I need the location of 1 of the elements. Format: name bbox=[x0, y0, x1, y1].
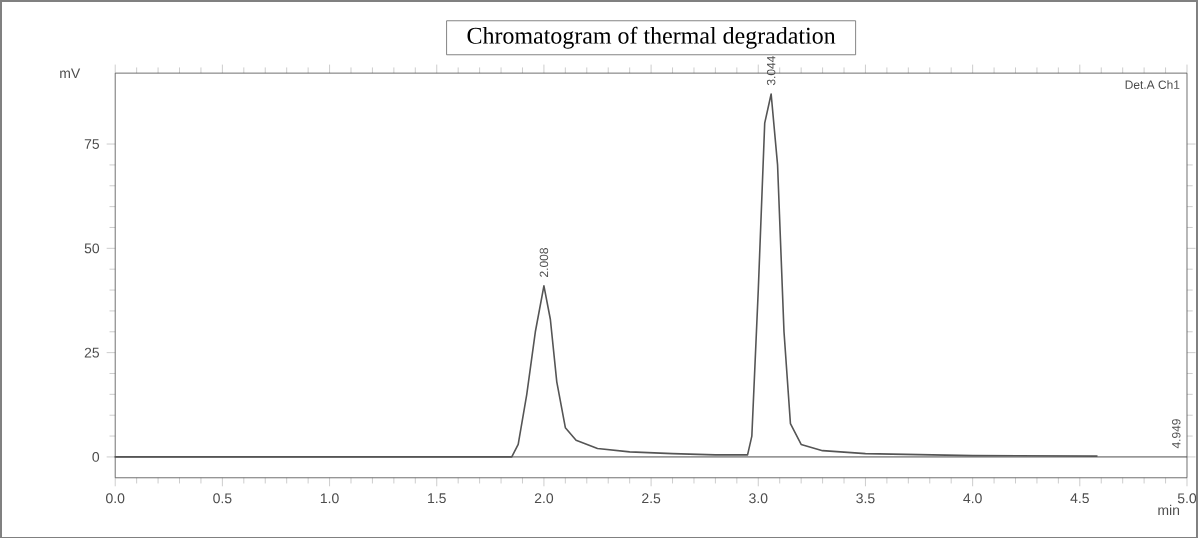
chart-title: Chromatogram of thermal degradation bbox=[467, 26, 836, 49]
